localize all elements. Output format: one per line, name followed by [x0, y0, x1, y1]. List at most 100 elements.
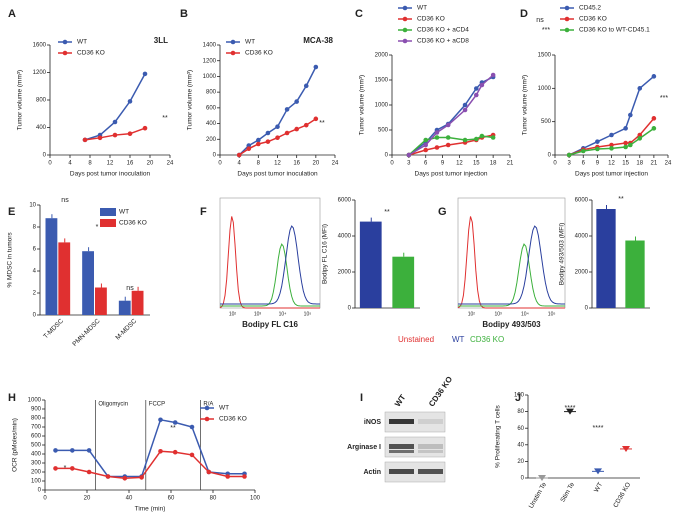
legend-label: CD36 KO: [77, 50, 105, 57]
annotation: *: [96, 224, 99, 231]
bar: [45, 218, 58, 315]
x-tick-label: 18: [636, 161, 643, 167]
panel-letter: E: [8, 206, 15, 218]
panel-letter: D: [520, 8, 528, 20]
data-point: [313, 64, 319, 70]
histogram-curve: [220, 243, 320, 307]
annotation: *: [64, 465, 67, 472]
x-tick-label: 0: [390, 161, 394, 167]
data-point: [406, 152, 412, 158]
legend-label: WT: [119, 209, 129, 216]
annotation: **: [384, 209, 390, 216]
bar: [392, 256, 415, 308]
data-point: [434, 130, 440, 135]
row-label: iNOS: [364, 419, 381, 426]
bar: [95, 287, 107, 315]
y-tick-label: 800: [206, 90, 217, 96]
y-tick-label: 300: [31, 461, 42, 467]
y-tick-label: 20: [517, 459, 524, 465]
data-point: [651, 126, 657, 131]
x-tick-label: 10²: [229, 311, 237, 317]
data-point: [172, 449, 178, 455]
data-point: [595, 139, 600, 144]
y-tick-label: 1400: [203, 43, 217, 49]
legend-marker: [62, 39, 68, 45]
data-point: [479, 82, 485, 88]
legend-label: CD36 KO + aCD8: [417, 38, 469, 45]
x-tick-label: 9: [596, 161, 600, 167]
x-tick-label: 0: [43, 496, 47, 502]
legend-label: CD45.2: [579, 5, 601, 12]
annotation: **: [170, 425, 176, 432]
bar: [58, 242, 71, 315]
panel-letter: H: [8, 392, 16, 404]
x-tick-label: 0: [218, 161, 222, 167]
y-axis-label: Tumor volume (mm³): [522, 75, 529, 135]
y-tick-label: 1000: [28, 398, 42, 404]
x-tick-label: 6: [582, 161, 586, 167]
y-tick-label: 1000: [538, 86, 552, 92]
flow-legend-label: Unstained: [398, 335, 434, 344]
y-tick-label: 0: [548, 153, 552, 159]
data-point: [236, 152, 242, 158]
x-tick-label: 20: [312, 161, 319, 167]
data-point: [256, 141, 261, 147]
x-axis-label: Days post tumor injection: [415, 171, 488, 178]
x-tick-label: 21: [651, 161, 658, 167]
injection-label: Oligomycin: [98, 402, 128, 408]
blot-band: [389, 419, 414, 424]
data-point: [490, 72, 496, 78]
data-point: [86, 469, 92, 475]
y-tick-label: 10: [29, 203, 36, 209]
y-tick-label: 600: [31, 434, 42, 440]
x-tick-label: 40: [126, 496, 133, 502]
y-axis-label: % Proliferating T cells: [495, 404, 502, 467]
data-point: [434, 135, 440, 140]
data-point: [86, 448, 92, 453]
legend-swatch: [100, 219, 116, 227]
x-tick-label: 24: [167, 161, 174, 167]
x-tick-label: 10⁴: [521, 311, 529, 317]
data-point: [139, 475, 144, 480]
legend-label: CD36 KO: [119, 220, 147, 227]
y-tick-label: 800: [36, 98, 47, 104]
y-tick-label: 500: [378, 128, 389, 134]
x-tick-label: 4: [68, 161, 72, 167]
y-tick-label: 1600: [33, 43, 47, 49]
annotation: ns: [61, 197, 69, 204]
data-point: [275, 124, 280, 130]
x-tick-label: 24: [665, 161, 672, 167]
x-tick-label: 20: [84, 496, 91, 502]
data-point: [294, 126, 299, 132]
x-axis-label: Bodipy 493/503: [482, 320, 541, 329]
bar: [596, 209, 616, 308]
data-point: [275, 135, 280, 141]
x-tick-label: 8: [88, 161, 92, 167]
y-tick-label: 400: [36, 125, 47, 131]
blot-band: [418, 444, 443, 449]
data-point: [445, 142, 451, 148]
injection-label: R/A: [203, 402, 213, 408]
data-point: [206, 469, 212, 475]
data-point: [462, 107, 468, 113]
row-label: Arginase I: [347, 444, 381, 451]
legend-label: CD36 KO + aCD4: [417, 27, 469, 34]
y-tick-label: 60: [517, 426, 524, 432]
y-tick-label: 4: [33, 269, 37, 275]
y-tick-label: 0: [348, 306, 352, 312]
series-line: [55, 450, 245, 480]
annotation: **: [319, 120, 325, 127]
legend-label: CD36 KO: [245, 50, 273, 57]
data-point: [256, 137, 261, 143]
data-point: [105, 474, 111, 479]
histogram-curve: [220, 225, 320, 305]
y-tick-label: 6000: [338, 198, 352, 204]
data-point: [473, 92, 479, 98]
data-point: [628, 142, 633, 148]
y-axis-label: Tumor volume (mm³): [187, 70, 194, 130]
bar: [118, 300, 131, 315]
x-tick-label: 15: [622, 161, 629, 167]
data-point: [623, 140, 628, 146]
data-point: [225, 474, 230, 479]
y-tick-label: 2: [33, 291, 37, 297]
